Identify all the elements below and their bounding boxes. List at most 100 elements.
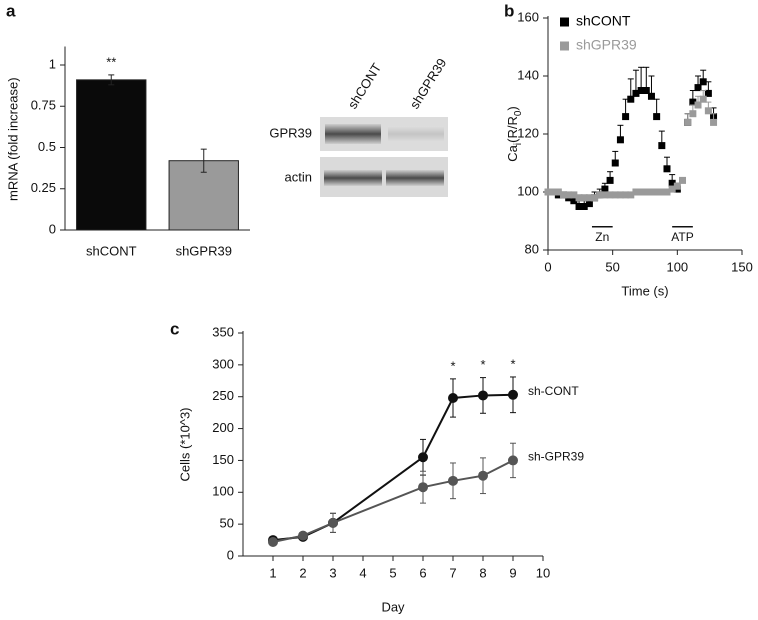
blot-band	[325, 124, 381, 144]
x-tick-label: 150	[731, 259, 753, 274]
y-tick-label: 100	[517, 183, 539, 198]
stimulus-label: ATP	[671, 230, 693, 244]
x-tick-label: 0	[544, 259, 551, 274]
lane-label: shGPR39	[407, 56, 450, 112]
point	[632, 188, 640, 196]
y-tick-label: 0	[49, 221, 56, 236]
point	[611, 159, 619, 167]
point	[653, 113, 661, 121]
blot-band	[324, 170, 382, 186]
lane-label: shCONT	[345, 61, 385, 112]
point	[622, 191, 630, 199]
y-axis-label-part: (R/R	[505, 116, 520, 143]
point	[694, 84, 702, 92]
point	[575, 194, 583, 202]
y-tick-label: 0.5	[38, 139, 56, 154]
y-tick-label: 1	[49, 56, 56, 71]
point	[658, 142, 666, 150]
x-tick-label: 9	[509, 565, 516, 580]
point	[616, 191, 624, 199]
point	[448, 392, 458, 403]
point	[554, 188, 562, 196]
point	[570, 191, 578, 199]
x-tick-label: 50	[605, 259, 619, 274]
point	[580, 194, 588, 202]
point	[580, 203, 588, 210]
significance-mark: *	[450, 358, 455, 373]
western-blot: shCONT shGPR39 GPR39 actin	[269, 56, 449, 197]
y-tick-label: 120	[517, 125, 539, 140]
point	[663, 165, 671, 173]
y-axis-label-part: i	[513, 143, 524, 145]
point	[632, 89, 640, 97]
y-tick-label: 100	[212, 484, 234, 499]
x-tick-label: 7	[449, 565, 456, 580]
point	[601, 185, 609, 193]
point	[601, 191, 609, 199]
significance-mark: *	[480, 357, 485, 372]
y-tick-label: 0	[227, 547, 234, 562]
x-tick-label: 6	[419, 565, 426, 580]
point	[637, 87, 645, 94]
y-tick-label: 140	[517, 67, 539, 82]
point	[627, 95, 635, 103]
x-tick-label: 100	[666, 259, 688, 274]
x-tick-label: shCONT	[86, 243, 137, 258]
point	[647, 92, 655, 100]
bar	[168, 160, 239, 231]
y-tick-label: 50	[220, 516, 234, 531]
point	[448, 475, 458, 486]
point	[668, 179, 676, 187]
x-tick-label: 3	[329, 565, 336, 580]
x-tick-label: 2	[299, 565, 306, 580]
point	[627, 191, 635, 199]
point	[549, 188, 557, 196]
point	[575, 203, 583, 210]
point	[418, 452, 428, 463]
panel-letter: c	[170, 319, 179, 338]
point	[611, 191, 619, 199]
y-tick-label: 350	[212, 324, 234, 339]
point	[668, 185, 676, 193]
blot-band	[388, 126, 444, 142]
panel-letter: a	[6, 1, 16, 20]
stimulus-label: Zn	[595, 230, 609, 244]
point	[637, 188, 645, 196]
row-label: actin	[285, 169, 312, 184]
point	[663, 188, 671, 196]
point	[689, 110, 697, 118]
y-tick-label: 0.25	[31, 180, 56, 195]
point	[560, 191, 568, 199]
y-axis-label: Cai(R/R0)	[505, 106, 523, 161]
point	[647, 188, 655, 196]
point	[622, 113, 630, 121]
legend-label: shGPR39	[576, 37, 637, 53]
point	[642, 87, 650, 94]
point	[679, 176, 687, 184]
point	[704, 89, 712, 97]
y-tick-label: 150	[212, 452, 234, 467]
point	[328, 517, 338, 528]
y-axis-label: Cells (*10^3)	[177, 407, 192, 481]
y-axis-label-part: 0	[513, 110, 524, 116]
point	[544, 188, 552, 196]
legend-swatch	[560, 17, 569, 27]
point	[478, 470, 488, 481]
panel-letter: b	[504, 1, 514, 20]
point	[606, 191, 614, 199]
y-tick-label: 80	[525, 241, 539, 256]
y-axis-label: mRNA (fold increase)	[5, 77, 20, 201]
x-tick-label: 1	[269, 565, 276, 580]
legend-swatch	[560, 41, 569, 51]
y-tick-label: 300	[212, 356, 234, 371]
x-axis-label: Day	[381, 599, 405, 614]
series-label: sh-GPR39	[528, 450, 584, 464]
point	[565, 191, 573, 199]
point	[508, 455, 518, 466]
significance-mark: *	[510, 356, 515, 371]
point	[585, 200, 593, 208]
legend-label: shCONT	[576, 13, 631, 29]
x-tick-label: 10	[536, 565, 550, 580]
point	[699, 95, 707, 103]
